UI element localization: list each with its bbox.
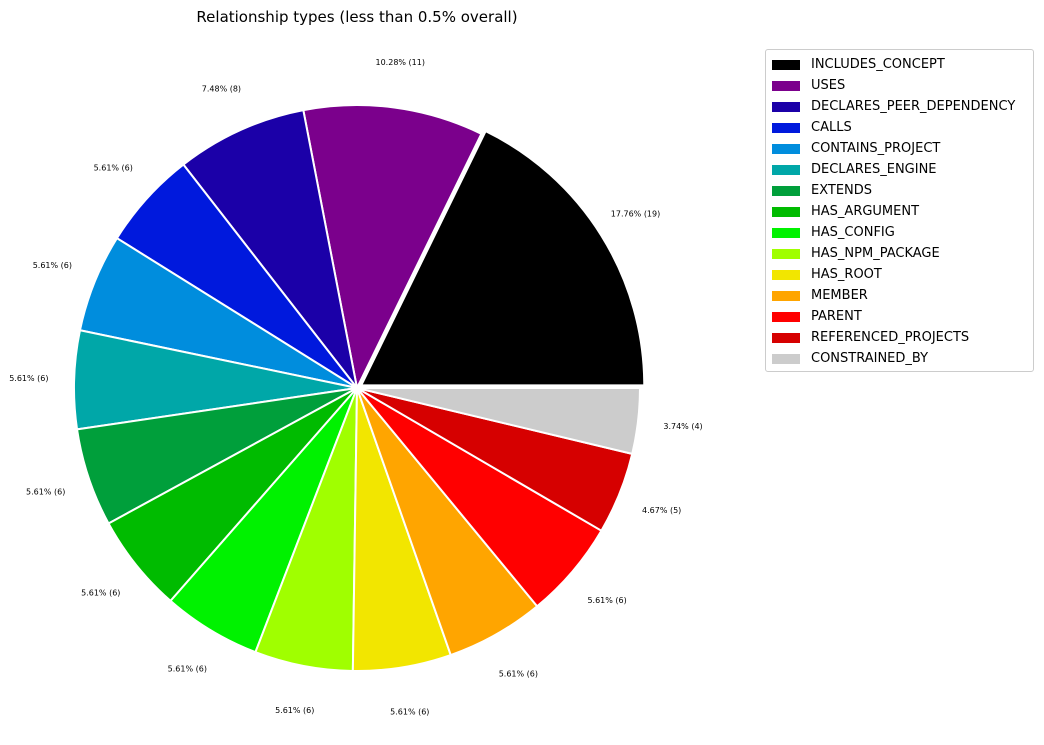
- pie-slice-declares-peer-dependency: [182, 109, 358, 389]
- legend-label: CONTAINS_PROJECT: [811, 141, 941, 156]
- legend-item-member: MEMBER: [766, 285, 1033, 306]
- legend-label: REFERENCED_PROJECTS: [811, 330, 970, 345]
- legend-item-contains-project: CONTAINS_PROJECT: [766, 138, 1033, 159]
- legend-label: CALLS: [811, 120, 852, 135]
- legend-item-includes-concept: INCLUDES_CONCEPT: [766, 54, 1033, 75]
- pie-slice-label-contains-project: 5.61% (6): [33, 261, 72, 270]
- legend-label: EXTENDS: [811, 183, 873, 198]
- pie-slice-labels: 17.76% (19) 10.28% (11) 7.48% (8) 5.61% (6)…: [9, 58, 702, 716]
- legend-item-has-config: HAS_CONFIG: [766, 222, 1033, 243]
- chart-title: Relationship types (less than 0.5% overa…: [196, 8, 518, 26]
- pie-slice-label-has-config: 5.61% (6): [168, 665, 207, 674]
- legend-swatch: [772, 248, 800, 259]
- pie-slice-includes-concept: [360, 130, 646, 387]
- pie-slice-label-extends: 5.61% (6): [26, 488, 65, 497]
- legend-swatch: [772, 311, 800, 322]
- legend-item-uses: USES: [766, 75, 1033, 96]
- legend-swatch: [772, 353, 800, 364]
- legend-swatch: [772, 143, 800, 154]
- legend-swatch: [772, 59, 800, 70]
- legend-swatch: [772, 185, 800, 196]
- legend-swatch: [772, 122, 800, 133]
- legend-label: CONSTRAINED_BY: [811, 351, 929, 366]
- legend-item-has-npm-package: HAS_NPM_PACKAGE: [766, 243, 1033, 264]
- pie-chart: 17.76% (19) 10.28% (11) 7.48% (8) 5.61% (6)…: [9, 58, 702, 716]
- pie-slice-label-includes-concept: 17.76% (19): [611, 210, 660, 219]
- legend-item-has-argument: HAS_ARGUMENT: [766, 201, 1033, 222]
- legend-swatch: [772, 206, 800, 217]
- legend-label: DECLARES_PEER_DEPENDENCY: [811, 99, 1016, 114]
- legend-label: HAS_ROOT: [811, 267, 882, 282]
- pie-slice-uses: [302, 104, 483, 389]
- legend-swatch: [772, 290, 800, 301]
- pie-slice-constrained-by: [356, 387, 641, 455]
- legend-label: INCLUDES_CONCEPT: [811, 57, 945, 72]
- pie-slice-label-parent: 5.61% (6): [587, 596, 626, 605]
- legend-item-constrained-by: CONSTRAINED_BY: [766, 348, 1033, 369]
- legend-label: HAS_NPM_PACKAGE: [811, 246, 940, 261]
- pie-slice-label-referenced-projects: 4.67% (5): [642, 506, 681, 515]
- legend-label: DECLARES_ENGINE: [811, 162, 937, 177]
- pie-slice-label-uses: 10.28% (11): [376, 58, 425, 67]
- pie-slice-label-constrained-by: 3.74% (4): [663, 422, 702, 431]
- legend-item-extends: EXTENDS: [766, 180, 1033, 201]
- legend-swatch: [772, 227, 800, 238]
- legend-item-declares-engine: DECLARES_ENGINE: [766, 159, 1033, 180]
- legend-swatch: [772, 101, 800, 112]
- pie-slice-label-has-npm-package: 5.61% (6): [275, 706, 314, 715]
- legend-item-declares-peer-dependency: DECLARES_PEER_DEPENDENCY: [766, 96, 1033, 117]
- pie-slices: [73, 104, 646, 672]
- pie-slice-label-calls: 5.61% (6): [94, 164, 133, 173]
- legend: INCLUDES_CONCEPT USES DECLARES_PEER_DEPEND…: [765, 49, 1034, 372]
- legend-label: USES: [811, 78, 846, 93]
- legend-label: PARENT: [811, 309, 862, 324]
- legend-item-parent: PARENT: [766, 306, 1033, 327]
- legend-swatch: [772, 80, 800, 91]
- legend-label: HAS_CONFIG: [811, 225, 895, 240]
- legend-swatch: [772, 332, 800, 343]
- pie-slice-label-has-root: 5.61% (6): [390, 708, 429, 717]
- legend-item-has-root: HAS_ROOT: [766, 264, 1033, 285]
- pie-slice-label-member: 5.61% (6): [499, 669, 538, 678]
- legend-swatch: [772, 164, 800, 175]
- legend-item-referenced-projects: REFERENCED_PROJECTS: [766, 327, 1033, 348]
- legend-label: MEMBER: [811, 288, 868, 303]
- legend-swatch: [772, 269, 800, 280]
- pie-slice-label-has-argument: 5.61% (6): [81, 589, 120, 598]
- pie-slice-label-declares-peer-dependency: 7.48% (8): [202, 85, 241, 94]
- pie-slice-label-declares-engine: 5.61% (6): [9, 374, 48, 383]
- legend-label: HAS_ARGUMENT: [811, 204, 920, 219]
- legend-item-calls: CALLS: [766, 117, 1033, 138]
